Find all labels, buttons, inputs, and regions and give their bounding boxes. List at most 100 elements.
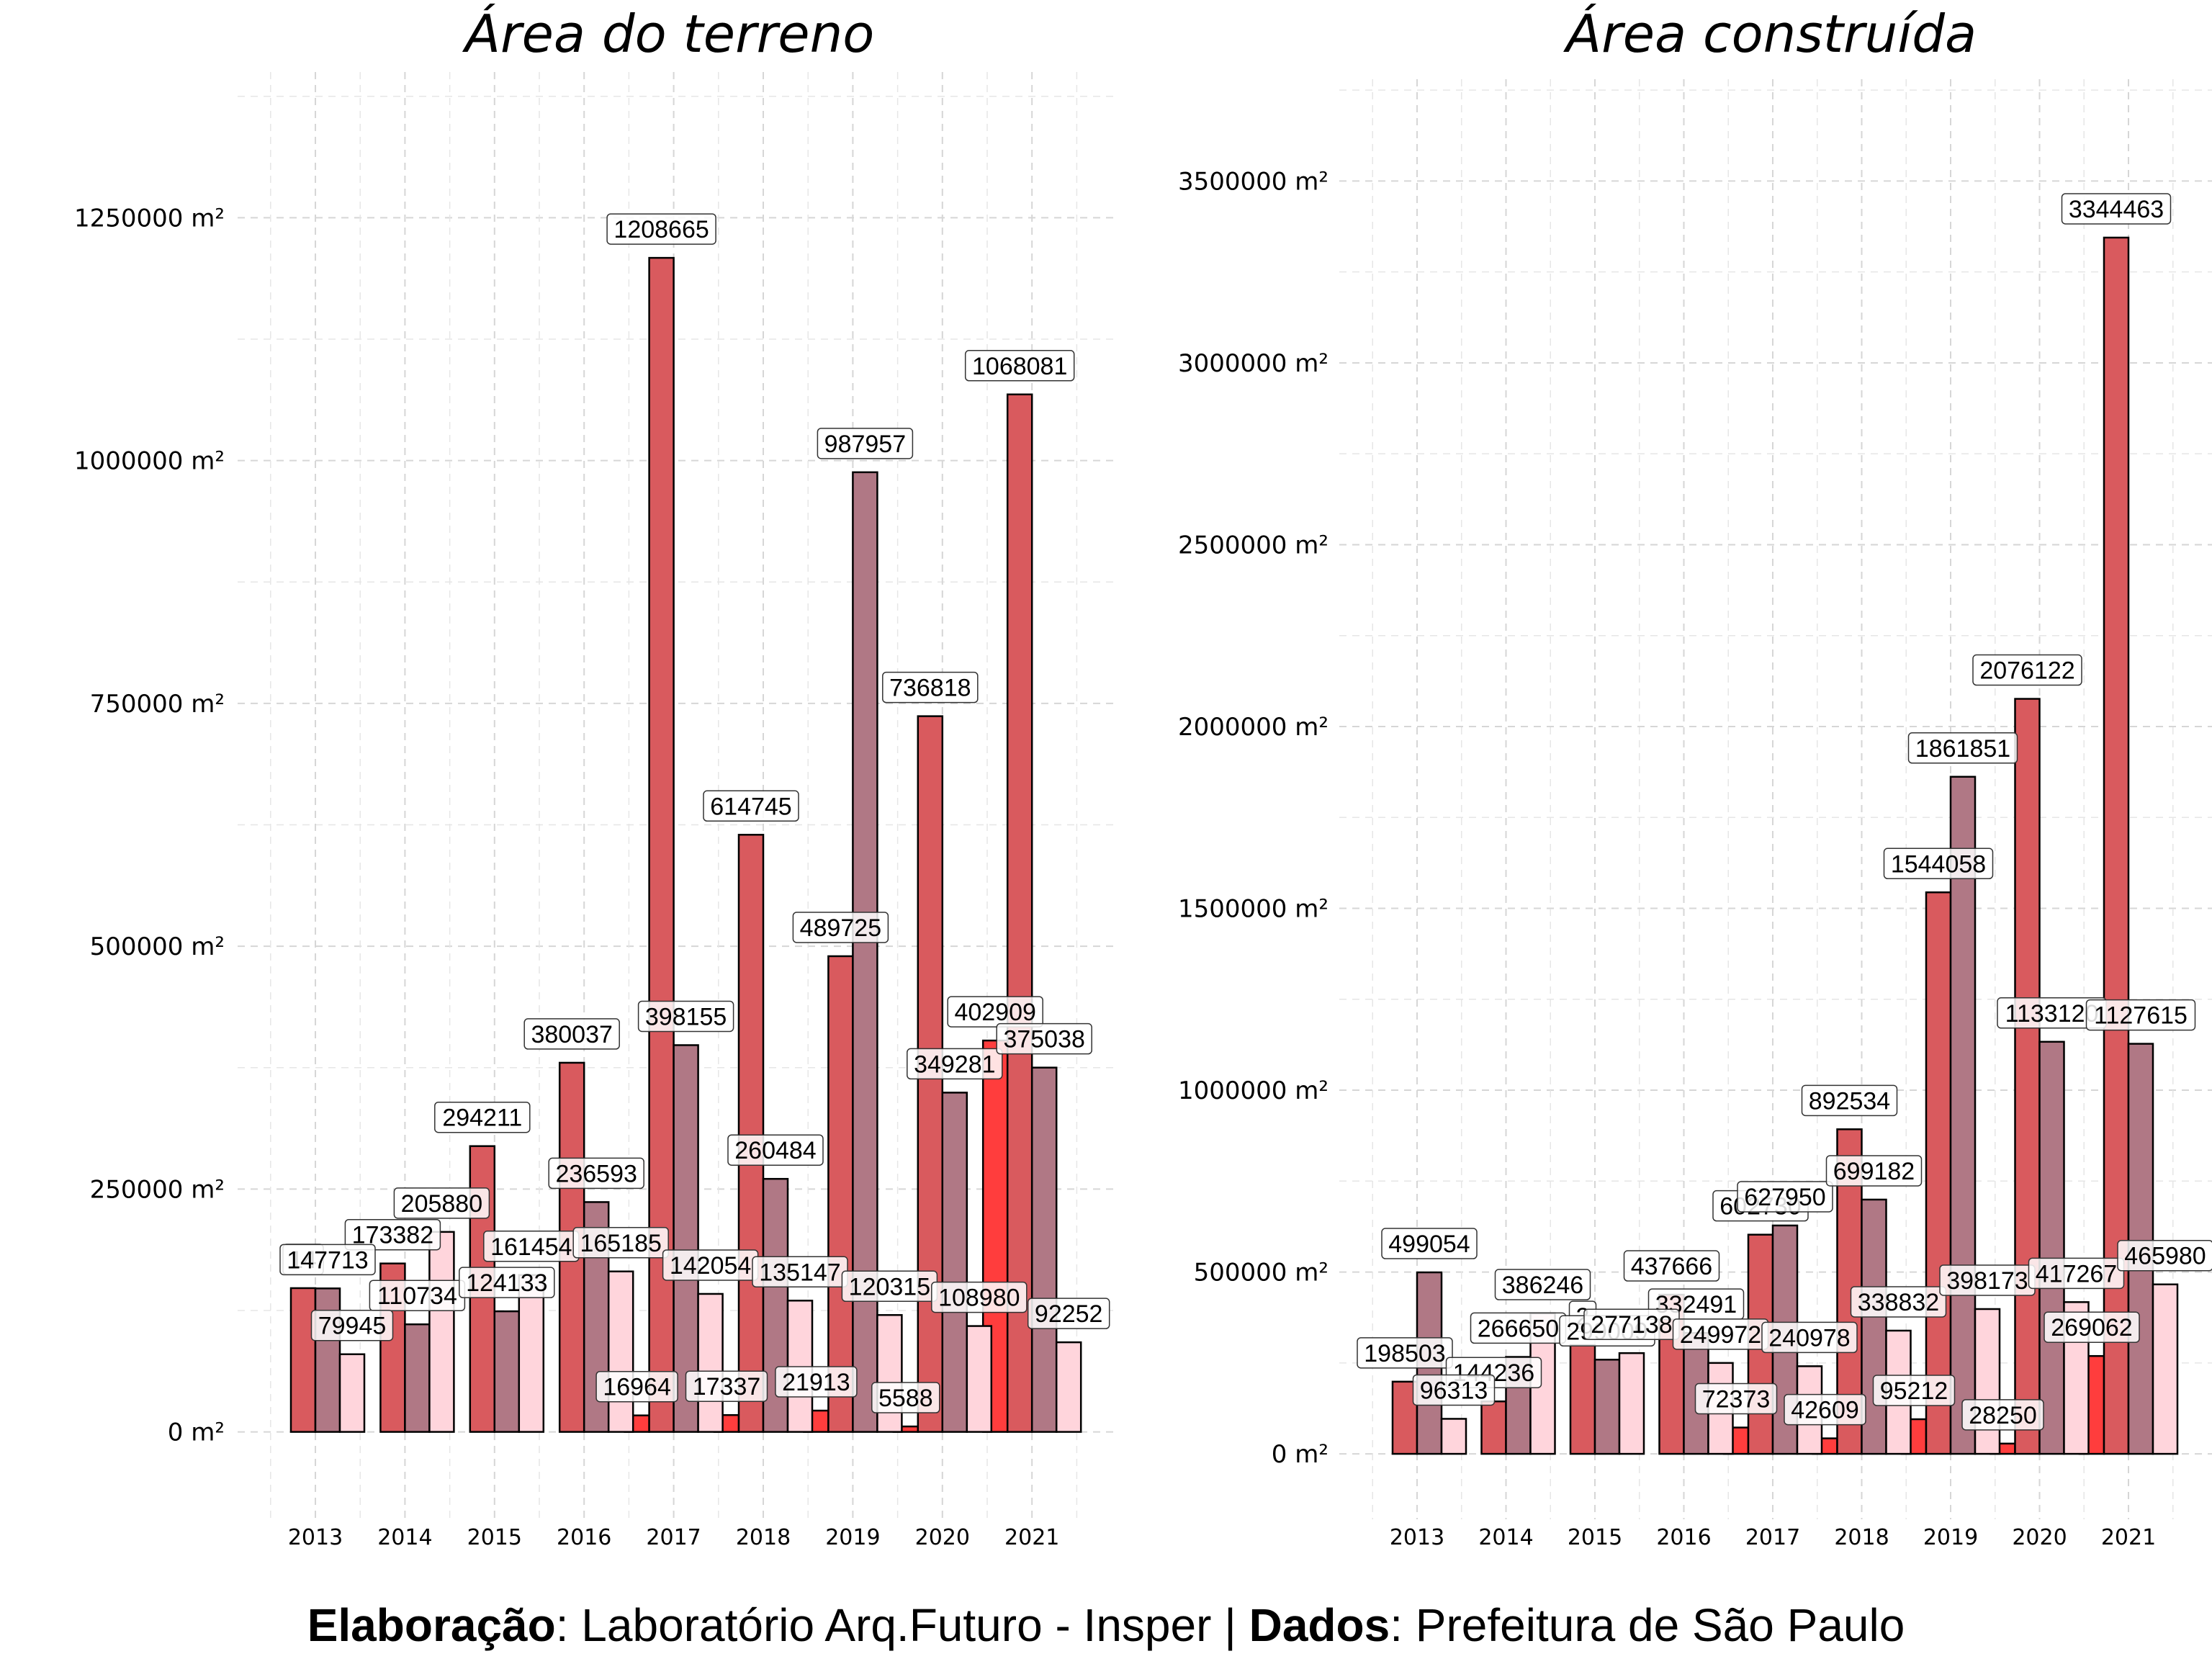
- caption-text-2: : Prefeitura de São Paulo: [1390, 1599, 1905, 1651]
- data-label: 135147: [752, 1256, 848, 1288]
- data-label: 165185: [572, 1227, 669, 1259]
- data-label-box: [703, 790, 799, 822]
- data-label-text: 95212: [1880, 1377, 1948, 1405]
- data-label: 375038: [996, 1022, 1092, 1055]
- data-label-text: 736818: [889, 675, 971, 702]
- data-label-box: [1694, 1382, 1778, 1415]
- data-label-text: 987957: [824, 431, 906, 458]
- data-label-text: 96313: [1420, 1377, 1488, 1404]
- x-tick-label: 2019: [1923, 1525, 1978, 1550]
- data-label-box: [572, 1227, 669, 1259]
- data-label-text: 699182: [1833, 1158, 1915, 1185]
- y-tick-label: 2000000 m²: [1178, 713, 1328, 742]
- chart-panel-2: Área construída 0 m² 500000 m² 1000000 m² 15…: [1178, 4, 2212, 1550]
- data-label-text: 198503: [1364, 1340, 1445, 1367]
- data-label: 1544058: [1883, 848, 1994, 880]
- bar: [289, 1287, 317, 1433]
- bar: [1440, 1418, 1467, 1455]
- data-label: 198503: [1357, 1337, 1453, 1369]
- data-label-box: [1784, 1393, 1866, 1426]
- data-label-box: [459, 1267, 555, 1298]
- bar: [1055, 1341, 1082, 1433]
- bar: [428, 1231, 455, 1433]
- data-label: 736818: [882, 671, 979, 703]
- data-label: 108980: [931, 1281, 1028, 1313]
- data-label-box: [2085, 999, 2196, 1031]
- data-label: 499054: [1381, 1228, 1478, 1259]
- data-label: 398155: [637, 1000, 734, 1033]
- x-tick-label: 2019: [825, 1525, 880, 1550]
- data-label-box: [1801, 1084, 1898, 1117]
- data-label-text: 165185: [580, 1230, 661, 1257]
- data-label-text: 614745: [710, 793, 791, 820]
- data-label-box: [1825, 1155, 1923, 1187]
- bar: [1618, 1352, 1645, 1455]
- data-label: 349281: [907, 1048, 1003, 1080]
- data-label-box: [2044, 1311, 2140, 1343]
- data-label: 386246: [1494, 1269, 1591, 1300]
- data-label: 2076122: [1972, 654, 2082, 686]
- data-label-box: [2117, 1239, 2212, 1272]
- data-label: 120315: [841, 1270, 938, 1303]
- data-label: 277138: [1583, 1308, 1680, 1340]
- data-label: 1068081: [964, 350, 1075, 382]
- data-label-box: [2028, 1257, 2125, 1290]
- data-label-text: 386246: [1502, 1272, 1583, 1299]
- data-label: 417267: [2028, 1257, 2125, 1290]
- bar: [2014, 698, 2041, 1455]
- bar: [673, 1044, 699, 1433]
- x-tick-label: 2014: [377, 1525, 432, 1550]
- data-label-text: 28250: [1969, 1402, 2037, 1429]
- data-label: 465980: [2117, 1239, 2212, 1272]
- data-label: 240978: [1761, 1321, 1858, 1354]
- data-label-text: 1208665: [613, 216, 709, 243]
- data-label-text: 1068081: [972, 353, 1067, 380]
- data-label-text: 205880: [401, 1190, 482, 1218]
- data-label-box: [996, 1022, 1092, 1055]
- data-label: 260484: [727, 1134, 824, 1166]
- x-tick-label: 2016: [1656, 1525, 1711, 1550]
- data-label-text: 398155: [645, 1003, 727, 1030]
- caption-bold-elaboracao: Elaboração: [307, 1599, 556, 1651]
- data-label-text: 380037: [531, 1021, 612, 1048]
- y-tick-label: 3000000 m²: [1178, 349, 1328, 378]
- data-label: 79945: [310, 1309, 394, 1341]
- data-label-text: 5588: [878, 1385, 933, 1412]
- y-tick-label: 750000 m²: [90, 690, 225, 719]
- x-tick-label: 2018: [736, 1525, 791, 1550]
- data-label: 627950: [1737, 1181, 1833, 1213]
- data-label-text: 249972: [1680, 1321, 1761, 1349]
- data-label-text: 375038: [1003, 1026, 1084, 1053]
- y-tick-label: 1250000 m²: [74, 204, 225, 233]
- data-label-text: 294211: [442, 1105, 522, 1132]
- bar: [1569, 1344, 1596, 1455]
- x-tick-label: 2017: [646, 1525, 701, 1550]
- charts-canvas: Área do terreno 0 m² 250000 m² 500000 m² 750…: [74, 4, 2212, 1550]
- bar: [1593, 1359, 1621, 1455]
- data-label-text: 489725: [800, 914, 881, 942]
- y-tick-label: 1000000 m²: [74, 447, 225, 476]
- data-label: 1127615: [2085, 999, 2196, 1031]
- x-tick-label: 2017: [1745, 1525, 1800, 1550]
- x-tick-label: 2013: [288, 1525, 343, 1550]
- y-tick-label: 2500000 m²: [1178, 531, 1328, 559]
- bar: [697, 1292, 724, 1433]
- data-label-box: [817, 428, 914, 459]
- data-label-text: 42609: [1791, 1397, 1859, 1424]
- bar: [518, 1274, 545, 1433]
- chart-panel-1: Área do terreno 0 m² 250000 m² 500000 m² 750…: [74, 4, 1116, 1550]
- bar: [338, 1353, 366, 1433]
- y-tick-label: 1500000 m²: [1178, 895, 1328, 924]
- data-label: 987957: [817, 428, 914, 459]
- data-label-box: [434, 1101, 531, 1133]
- data-label: 294211: [434, 1101, 531, 1133]
- data-label-box: [775, 1366, 858, 1398]
- data-label-text: 124133: [466, 1269, 547, 1297]
- data-label-text: 2076122: [1979, 657, 2074, 685]
- data-label-box: [344, 1218, 441, 1251]
- data-label: 96313: [1412, 1374, 1496, 1406]
- data-label-text: 240978: [1768, 1324, 1850, 1352]
- caption-bold-dados: Dados: [1249, 1599, 1390, 1651]
- data-label: 614745: [703, 790, 799, 822]
- bar: [607, 1270, 634, 1433]
